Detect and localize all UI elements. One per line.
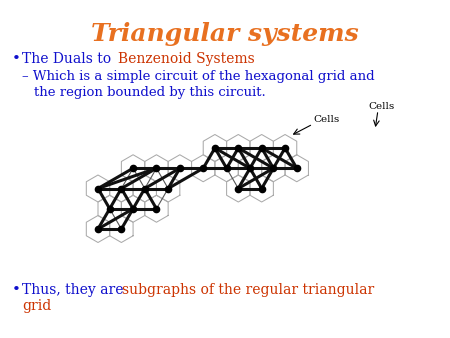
Text: •: • [12,52,21,66]
Text: grid: grid [22,299,51,313]
Text: •: • [12,283,21,297]
Text: Triangular systems: Triangular systems [91,22,359,46]
Text: Benzenoid Systems: Benzenoid Systems [118,52,255,66]
Text: – Which is a simple circuit of the hexagonal grid and: – Which is a simple circuit of the hexag… [22,70,374,83]
Text: The Duals to: The Duals to [22,52,116,66]
Text: subgraphs of the regular triangular: subgraphs of the regular triangular [122,283,374,297]
Text: Cells: Cells [313,116,339,124]
Text: Cells: Cells [368,102,394,111]
Text: Thus, they are: Thus, they are [22,283,128,297]
Text: the region bounded by this circuit.: the region bounded by this circuit. [34,86,266,99]
